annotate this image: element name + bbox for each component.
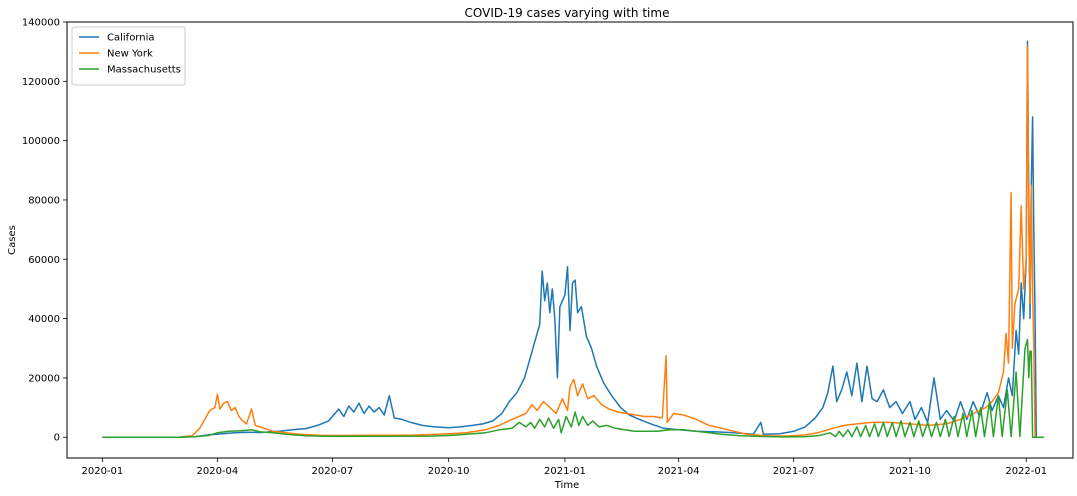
y-tick-label: 100000 (22, 136, 60, 147)
legend: California New York Massachusetts (71, 26, 186, 86)
y-tick-label: 120000 (22, 77, 60, 88)
y-tick-label: 80000 (28, 195, 60, 206)
x-tick-label: 2021-07 (773, 466, 815, 477)
x-tick-label: 2020-10 (428, 466, 470, 477)
y-tick-label: 0 (54, 433, 60, 444)
y-tick-label: 60000 (28, 255, 60, 266)
plot-frame (66, 21, 1074, 459)
chart-title: COVID-19 cases varying with time (465, 6, 670, 20)
plot-area (102, 40, 1044, 438)
x-axis: 2020-01 2020-04 2020-07 2020-10 2021-01 2021-… (81, 458, 1047, 477)
y-tick-label: 40000 (28, 314, 60, 325)
x-tick-label: 2021-10 (889, 466, 931, 477)
x-tick-label: 2022-01 (1005, 466, 1047, 477)
legend-box (71, 26, 186, 86)
x-tick-label: 2021-01 (544, 466, 586, 477)
series-line-new-york (102, 44, 1044, 438)
y-axis-label: Cases (7, 225, 18, 255)
y-axis: 0 20000 40000 60000 80000 100000 120000 140000 (22, 18, 67, 444)
x-axis-label: Time (554, 480, 579, 491)
legend-label: Massachusetts (107, 65, 181, 76)
series-line-massachusetts (102, 338, 1044, 438)
x-tick-label: 2020-04 (196, 466, 238, 477)
y-tick-label: 140000 (22, 18, 60, 29)
series-line-california (102, 40, 1044, 438)
legend-label: California (107, 33, 155, 44)
x-tick-label: 2020-07 (312, 466, 354, 477)
x-tick-label: 2020-01 (81, 466, 123, 477)
y-tick-label: 20000 (28, 373, 60, 384)
legend-label: New York (107, 49, 153, 60)
x-tick-label: 2021-04 (658, 466, 700, 477)
